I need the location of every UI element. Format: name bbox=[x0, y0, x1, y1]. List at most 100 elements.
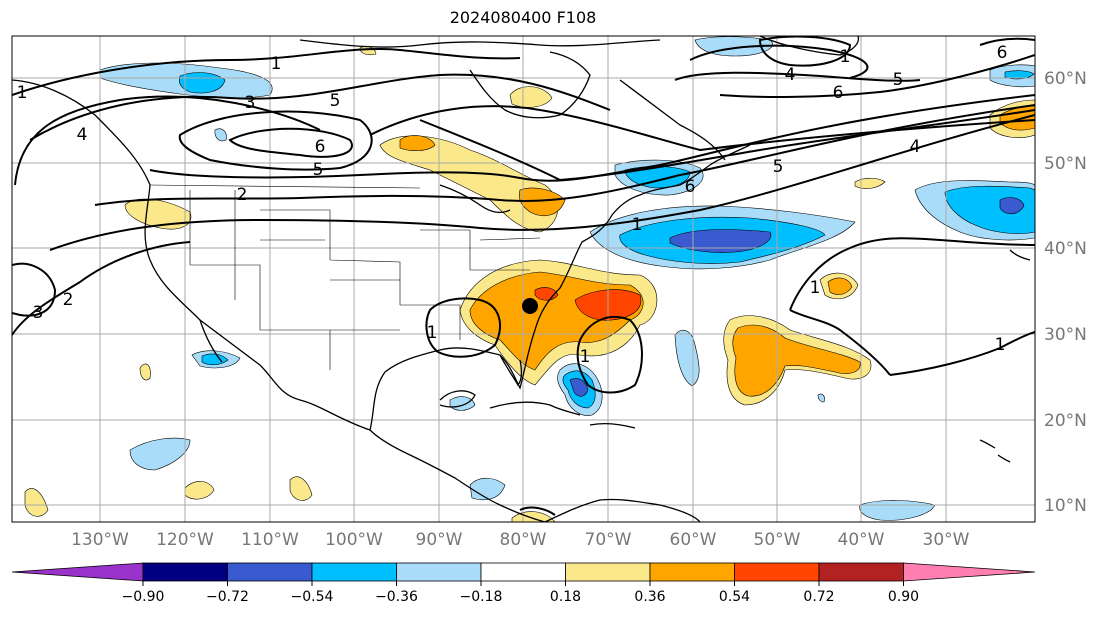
shade-canada-orange bbox=[399, 135, 436, 151]
coast-south-america bbox=[544, 498, 701, 522]
coast-baja bbox=[199, 319, 223, 363]
contour-gulf-low bbox=[425, 297, 501, 358]
lat-tick-label: 20°N bbox=[1044, 411, 1087, 431]
shade-pac-small4 bbox=[24, 488, 49, 517]
contour-label: 2 bbox=[63, 290, 74, 310]
contour-1-band bbox=[49, 114, 1035, 251]
contour-label: 3 bbox=[245, 93, 256, 113]
colorbar-ticks bbox=[142, 581, 904, 586]
lon-tick-label: 30°W bbox=[923, 530, 970, 550]
colorbar-tick-label: 0.54 bbox=[719, 589, 750, 605]
shade-carib-blue bbox=[469, 477, 506, 501]
lat-tick-label: 30°N bbox=[1044, 325, 1087, 345]
lat-tick-label: 40°N bbox=[1044, 239, 1087, 259]
shade-pac-tr-blue bbox=[129, 437, 191, 471]
colorbar-segment bbox=[311, 562, 397, 582]
shade-nw-tiny bbox=[214, 128, 227, 142]
lon-tick-label: 40°W bbox=[838, 530, 885, 550]
colorbar-segment bbox=[480, 562, 566, 582]
contour-label: 3 bbox=[33, 303, 44, 323]
contour-label: 4 bbox=[77, 125, 88, 145]
contour-label: 6 bbox=[997, 43, 1008, 63]
contour-label: 2 bbox=[237, 185, 248, 205]
coast-cuba bbox=[489, 401, 581, 416]
lat-axis: 10°N 20°N 30°N 40°N 50°N 60°N bbox=[1044, 69, 1087, 516]
coast-hispaniola bbox=[589, 422, 636, 429]
shade-e-atl-dark bbox=[999, 197, 1025, 215]
colorbar-segment bbox=[227, 562, 313, 582]
colorbar-segment bbox=[649, 562, 735, 582]
contour-e-atl-1 bbox=[889, 331, 1035, 376]
contour-5-band bbox=[419, 109, 1035, 182]
colorbar-segment bbox=[565, 562, 651, 582]
shade-trop-tiny bbox=[817, 393, 825, 403]
contour-4-band bbox=[149, 94, 1035, 182]
lon-tick-label: 100°W bbox=[325, 530, 383, 550]
colorbar-extend-low bbox=[11, 562, 144, 582]
contour-label: 1 bbox=[271, 54, 282, 74]
map-frame bbox=[11, 35, 1036, 523]
coast-arctic bbox=[299, 39, 661, 48]
contour-label: 6 bbox=[685, 177, 696, 197]
colorbar-tick-label: −0.36 bbox=[375, 589, 418, 605]
lon-tick-label: 130°W bbox=[71, 530, 129, 550]
contour-carib-1 bbox=[519, 506, 556, 516]
contour-5-low bbox=[178, 110, 373, 171]
contour-label: 4 bbox=[910, 137, 921, 157]
map-title: 2024080400 F108 bbox=[449, 8, 597, 27]
shade-mid-atl-orange bbox=[732, 324, 861, 397]
contour-greenland-ring bbox=[758, 36, 852, 67]
contour-label: 5 bbox=[313, 160, 324, 180]
shade-atl-small-or bbox=[827, 277, 853, 295]
contour-label: 1 bbox=[840, 47, 851, 67]
storm-marker bbox=[522, 298, 538, 314]
contour-6-low bbox=[228, 127, 353, 158]
contour-mid-atl-1b bbox=[789, 309, 891, 376]
colorbar-segment bbox=[396, 562, 482, 582]
colorbar-tick-label: −0.54 bbox=[291, 589, 334, 605]
shade-pac-small3 bbox=[289, 476, 313, 501]
contour-label: 5 bbox=[893, 70, 904, 90]
contour-mid-atl-1 bbox=[789, 237, 1035, 311]
contour-6-band bbox=[369, 105, 1035, 152]
lat-tick-label: 50°N bbox=[1044, 154, 1087, 174]
shade-w-atl-dark bbox=[669, 229, 772, 253]
colorbar-labels: −0.90 −0.72 −0.54 −0.36 −0.18 0.18 0.36 … bbox=[122, 589, 920, 605]
lon-axis: 130°W 120°W 110°W 100°W 90°W 80°W 70°W 6… bbox=[71, 530, 970, 550]
contour-lab-5 bbox=[674, 71, 921, 82]
coast-north-america bbox=[12, 79, 751, 431]
coast-pacific-islands bbox=[979, 439, 1011, 463]
contour-lines bbox=[12, 36, 1035, 516]
colorbar-segment bbox=[818, 562, 904, 582]
lon-tick-label: 80°W bbox=[500, 530, 547, 550]
contour-1-north bbox=[12, 47, 521, 96]
coast-great-lakes bbox=[439, 184, 511, 214]
lon-tick-label: 60°W bbox=[670, 530, 717, 550]
contour-label: 1 bbox=[427, 323, 438, 343]
contour-label: 1 bbox=[580, 347, 591, 367]
contour-2-band bbox=[94, 104, 1035, 206]
lon-tick-label: 50°W bbox=[754, 530, 801, 550]
coastlines bbox=[12, 36, 1031, 522]
coast-greenland bbox=[759, 36, 860, 56]
shade-bahamas-dark bbox=[569, 378, 589, 397]
contour-label: 1 bbox=[17, 83, 28, 103]
lon-tick-label: 70°W bbox=[585, 530, 632, 550]
contour-label: 1 bbox=[632, 215, 643, 235]
contour-label: 4 bbox=[785, 65, 796, 85]
coast-canaries bbox=[1009, 249, 1031, 261]
contour-atl-low bbox=[576, 315, 643, 394]
contour-sw-2 bbox=[12, 241, 191, 336]
colorbar-tick-label: −0.72 bbox=[206, 589, 249, 605]
contour-label: 5 bbox=[330, 91, 341, 111]
state-borders bbox=[149, 184, 541, 370]
contour-ne-6 bbox=[979, 37, 1035, 46]
coast-florida bbox=[499, 354, 522, 387]
contour-labels: 1 3 6 5 2 4 6 5 4 6 5 6 1 4 5 1 1 1 1 3 … bbox=[17, 43, 1008, 367]
lat-tick-label: 10°N bbox=[1044, 496, 1087, 516]
lon-tick-label: 90°W bbox=[416, 530, 463, 550]
colorbar-segment bbox=[142, 562, 228, 582]
coast-hudson-bay bbox=[469, 51, 591, 119]
coast-yucatan bbox=[439, 390, 476, 408]
